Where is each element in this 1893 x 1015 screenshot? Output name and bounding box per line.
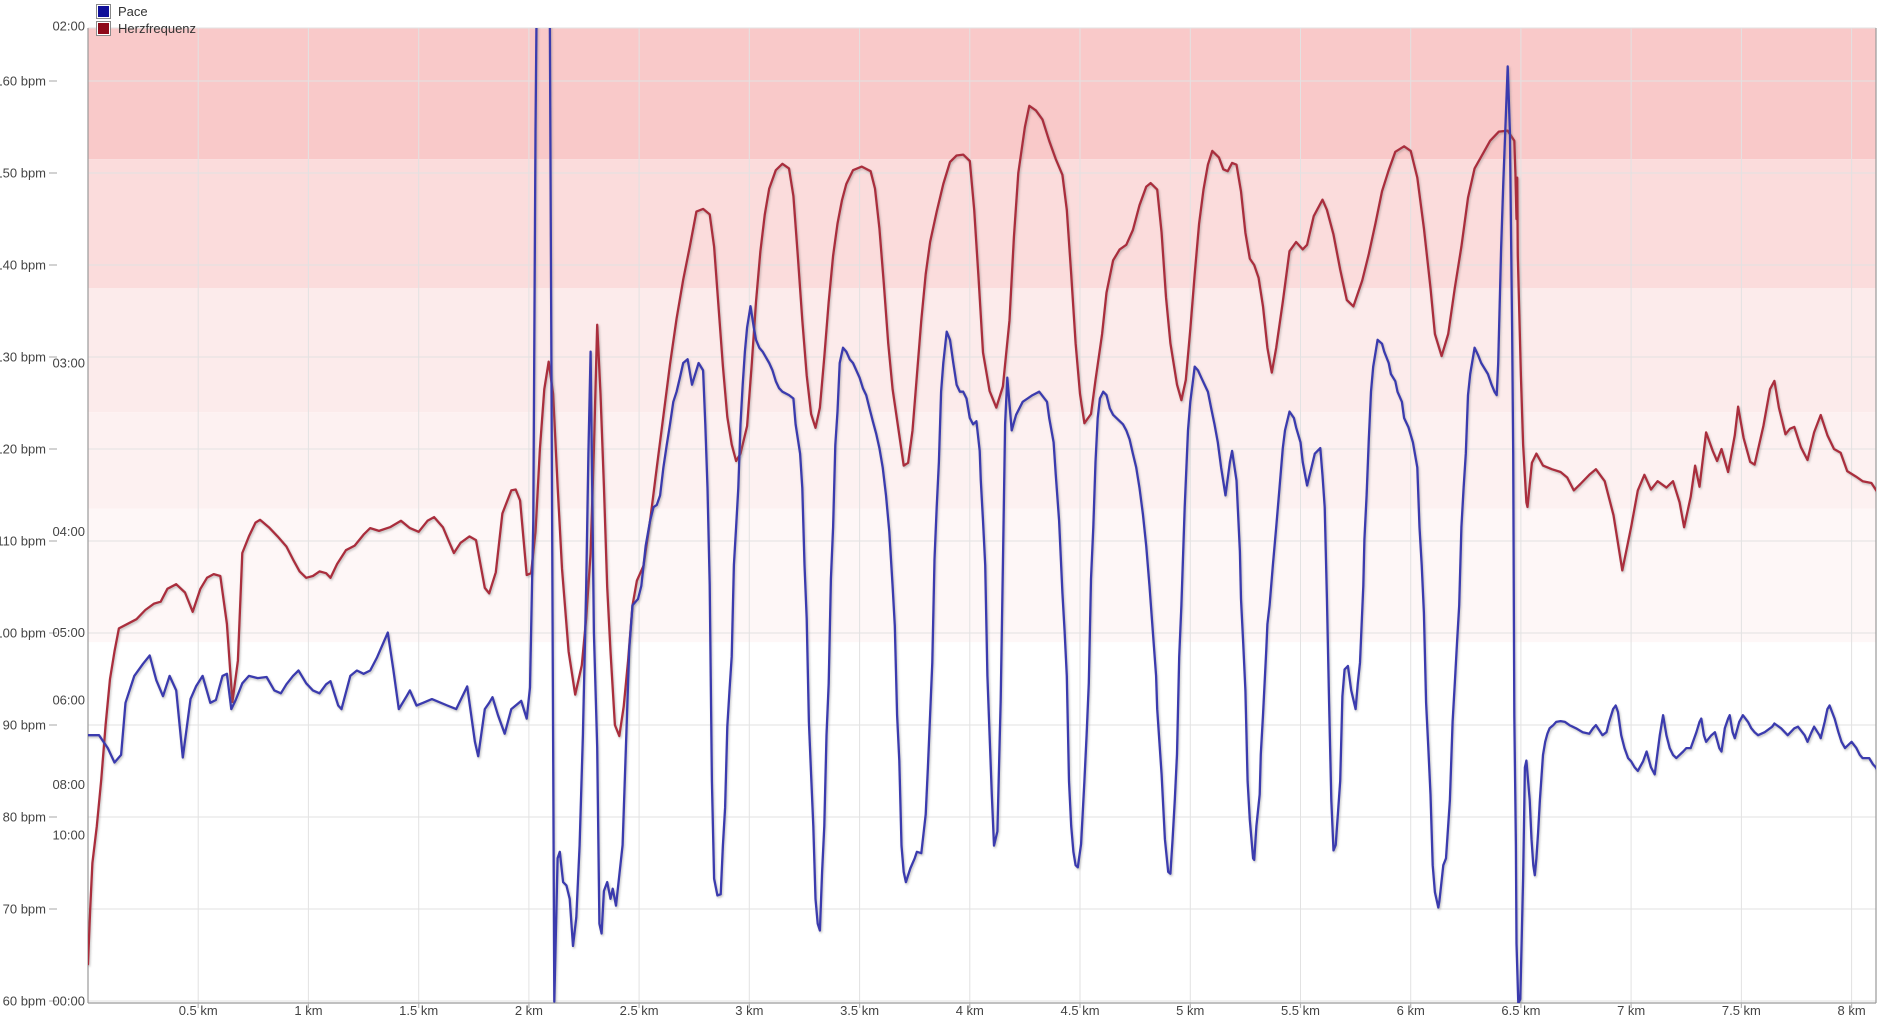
heartrate-legend-swatch-icon	[96, 21, 111, 36]
pace-axis-label: 08:00	[52, 777, 85, 792]
gridlines	[88, 27, 1876, 1003]
bpm-axis-label: 90 bpm	[3, 718, 46, 733]
tick-marks	[49, 80, 1853, 1008]
bpm-axis-label: 120 bpm	[0, 442, 46, 457]
legend-item-pace: Pace	[96, 3, 196, 20]
pace-legend-swatch-icon	[96, 4, 111, 19]
heartrate-legend-label: Herzfrequenz	[118, 21, 197, 36]
bpm-axis-label: 110 bpm	[0, 534, 46, 549]
km-axis-label: 4,5 km	[1061, 1003, 1100, 1015]
bpm-axis-label: 140 bpm	[0, 258, 46, 273]
km-axis-label: 0,5 km	[179, 1003, 218, 1015]
data-series	[88, 28, 1876, 1003]
km-axis-label: 2,5 km	[620, 1003, 659, 1015]
pace-axis-label: 05:00	[52, 625, 85, 640]
km-axis-label: 1,5 km	[399, 1003, 438, 1015]
km-axis-label: 6,5 km	[1501, 1003, 1540, 1015]
pace-legend-label: Pace	[118, 4, 148, 19]
bpm-axis-label: 60 bpm	[3, 994, 46, 1009]
bpm-axis-label: 100 bpm	[0, 626, 46, 641]
heart-rate-zone-bands	[88, 28, 1876, 643]
bpm-axis-label: 130 bpm	[0, 350, 46, 365]
km-axis-label: 3 km	[735, 1003, 763, 1015]
km-axis-label: 5,5 km	[1281, 1003, 1320, 1015]
heartrate-line	[88, 104, 1876, 966]
hr-zone-band	[88, 508, 1876, 643]
km-axis-label: 5 km	[1176, 1003, 1204, 1015]
km-axis-label: 2 km	[515, 1003, 543, 1015]
hr-zone-band	[88, 159, 1876, 288]
km-axis-label: 7 km	[1617, 1003, 1645, 1015]
pace-line	[88, 28, 1876, 1003]
km-axis-label: 7,5 km	[1722, 1003, 1761, 1015]
hr-zone-band	[88, 28, 1876, 160]
km-axis-label: 8 km	[1838, 1003, 1866, 1015]
pace-axis-label: 04:00	[52, 524, 85, 539]
chart-legend: Pace Herzfrequenz	[96, 3, 196, 37]
bpm-axis-label: 70 bpm	[3, 902, 46, 917]
legend-item-herzfrequenz: Herzfrequenz	[96, 20, 196, 37]
pace-axis-label: 00:00	[52, 994, 85, 1009]
km-axis-label: 6 km	[1397, 1003, 1425, 1015]
km-axis-label: 3,5 km	[840, 1003, 879, 1015]
pace-axis-label: 06:00	[52, 693, 85, 708]
axis-lines	[87, 28, 1877, 1004]
bpm-axis-label: 80 bpm	[3, 810, 46, 825]
pace-axis-label: 03:00	[52, 356, 85, 371]
km-axis-label: 4 km	[956, 1003, 984, 1015]
km-axis-label: 1 km	[294, 1003, 322, 1015]
bpm-axis-label: 160 bpm	[0, 74, 46, 89]
pace-axis-label: 10:00	[52, 827, 85, 842]
bpm-axis-label: 150 bpm	[0, 166, 46, 181]
pace-axis-label: 02:00	[52, 19, 85, 34]
